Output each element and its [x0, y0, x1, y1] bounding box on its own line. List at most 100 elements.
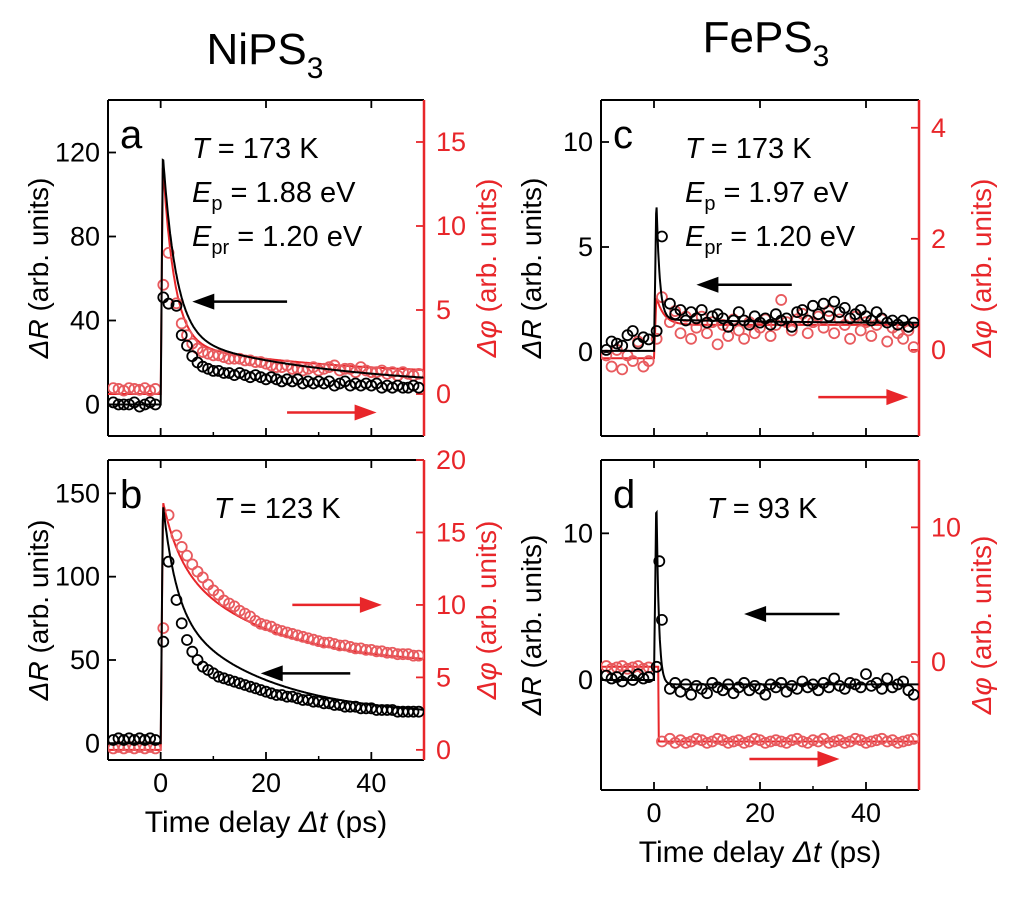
data-point: [407, 705, 420, 718]
left-tick-label: 10: [563, 518, 593, 548]
data-point: [365, 379, 378, 392]
data-point: [412, 705, 424, 718]
data-point: [170, 594, 183, 606]
data-point: [605, 360, 618, 373]
left-tick-label: 50: [70, 645, 100, 675]
data-point: [717, 312, 729, 325]
data-point: [144, 384, 157, 397]
panel-d: 0 20 40 0 10 0 10 ΔR (arb. units) Δφ (arb. units…: [516, 459, 997, 869]
data-point: [339, 639, 351, 652]
data-point: [785, 320, 798, 333]
annotation: Ep = 1.97 eV: [685, 177, 849, 215]
data-point: [764, 330, 777, 342]
data-point: [196, 346, 209, 358]
data-point: [170, 529, 183, 542]
data-point: [780, 312, 793, 325]
right-tick-label: 0: [931, 647, 946, 677]
data-point: [881, 316, 894, 329]
data-point: [621, 662, 634, 675]
left-axis-title: ΔR (arb. units): [23, 178, 54, 360]
data-point: [907, 316, 919, 329]
panel-label: a: [120, 113, 143, 157]
data-point: [323, 361, 336, 374]
data-point: [157, 278, 170, 291]
data-point: [281, 626, 293, 639]
data-point: [123, 398, 135, 411]
left-tick-label: 40: [70, 306, 100, 336]
x-axis-title: Time delay Δt (ps): [145, 806, 387, 839]
data-point: [881, 335, 894, 348]
right-tick-label: 0: [436, 735, 451, 765]
data-point: [412, 367, 424, 380]
series-delta-r: [108, 507, 424, 746]
data-point: [318, 377, 330, 390]
data-point: [807, 299, 819, 312]
data-point: [175, 317, 188, 330]
right-tick-label: 5: [436, 295, 451, 325]
data-point: [828, 327, 841, 340]
data-point: [775, 314, 788, 327]
data-point: [650, 325, 663, 337]
data-point: [711, 732, 724, 745]
data-point: [605, 335, 618, 348]
left-axis-title: ΔR (arb. units): [516, 178, 547, 360]
data-point: [738, 332, 750, 345]
data-point: [907, 688, 919, 701]
data-point: [244, 680, 257, 693]
fit-curve: [601, 297, 919, 360]
left-tick-label: 10: [563, 127, 593, 157]
data-point: [865, 314, 878, 327]
left-tick-label: 100: [55, 562, 100, 592]
right-axis-title: Δφ (arb. units): [966, 179, 997, 359]
data-point: [650, 332, 663, 345]
right-axis-title: Δφ (arb. units): [471, 179, 502, 359]
data-point: [754, 321, 766, 334]
right-tick-label: 2: [931, 224, 946, 254]
x-tick-label: 0: [153, 768, 168, 798]
annotation: T = 93 K: [707, 493, 818, 525]
data-point: [407, 649, 420, 662]
data-point: [785, 324, 798, 337]
data-point: [902, 734, 915, 747]
data-point: [616, 339, 629, 352]
data-point: [844, 677, 856, 689]
arrow-head-right: [817, 751, 840, 768]
data-point: [157, 635, 170, 648]
series-delta-r: [601, 509, 919, 701]
data-point: [711, 338, 724, 351]
data-point: [770, 308, 782, 321]
series-delta-r: [601, 207, 919, 356]
data-point: [679, 736, 692, 749]
data-point: [656, 613, 668, 626]
data-point: [775, 677, 788, 689]
data-point: [770, 734, 782, 747]
data-point: [149, 734, 162, 746]
data-point: [907, 732, 919, 745]
data-point: [170, 299, 183, 312]
data-point: [881, 672, 894, 685]
data-point: [637, 331, 650, 344]
data-point: [157, 291, 170, 304]
data-point: [196, 360, 209, 373]
data-point: [860, 736, 872, 749]
data-point: [260, 685, 272, 698]
data-point: [849, 732, 862, 745]
data-point: [233, 677, 246, 690]
x-tick-label: 40: [851, 798, 881, 828]
data-point: [108, 396, 120, 409]
x-tick-label: 20: [251, 768, 281, 798]
data-point: [812, 308, 825, 321]
data-point: [149, 398, 162, 411]
data-point: [796, 304, 809, 316]
data-point: [685, 332, 697, 345]
data-point: [690, 732, 703, 745]
data-point: [674, 327, 687, 340]
data-point: [642, 671, 655, 683]
data-point: [701, 736, 713, 749]
annotation: T = 123 K: [214, 493, 341, 525]
fit-curve: [601, 207, 919, 352]
left-tick-label: 120: [55, 138, 100, 168]
data-point: [181, 549, 193, 562]
data-point: [902, 324, 915, 337]
data-point: [286, 690, 299, 703]
